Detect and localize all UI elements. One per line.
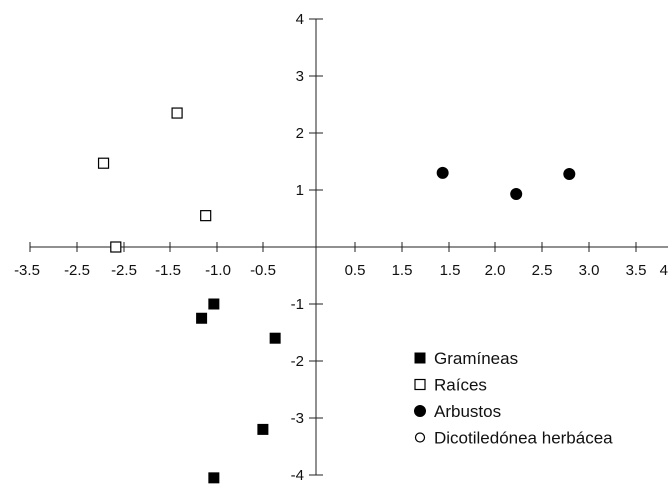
data-point (97, 157, 110, 169)
data-point (436, 166, 449, 179)
data-points (97, 107, 576, 484)
data-point (269, 332, 281, 344)
data-point (563, 168, 576, 181)
x-tick-label: -2.5 (111, 262, 137, 279)
y-tick-label: 2 (296, 125, 304, 142)
x-tick-label: 1.5 (440, 262, 461, 279)
x-tick-label: 3.0 (579, 262, 600, 279)
x-tick-label: 2.0 (485, 262, 506, 279)
legend-label: Dicotiledónea herbácea (434, 429, 613, 448)
y-tick-label: 4 (296, 11, 304, 28)
x-tick-label: -2.5 (64, 262, 90, 279)
data-point (196, 312, 208, 324)
legend-label: Gramíneas (434, 349, 518, 368)
x-tick-label: 2.5 (532, 262, 553, 279)
y-tick-label: -3 (291, 410, 304, 427)
x-tick-label: -1.5 (155, 262, 181, 279)
y-tick-label: 1 (296, 182, 304, 199)
data-point (208, 298, 220, 310)
x-tick-label: 3.5 (626, 262, 647, 279)
x-tick-label: 1.5 (392, 262, 413, 279)
x-tick-label: -3.5 (14, 262, 40, 279)
x-tick-label: -0.5 (250, 262, 276, 279)
x-tick-label: 4 (660, 262, 668, 279)
legend: Gramíneas Raíces Arbustos Dicotiledónea her… (414, 349, 613, 448)
data-point (510, 187, 523, 200)
data-point (110, 241, 122, 253)
data-point (200, 210, 212, 222)
y-tick-label: -4 (291, 467, 304, 484)
y-tick-label: -2 (291, 353, 304, 370)
data-point (171, 107, 183, 119)
legend-marker (414, 378, 426, 391)
y-ticks: 4 3 2 1 -1 -2 -3 -4 (291, 11, 323, 484)
legend-marker (414, 432, 426, 443)
legend-label: Raíces (434, 376, 487, 395)
y-tick-label: 3 (296, 68, 304, 85)
legend-label: Arbustos (434, 402, 501, 421)
x-ticks: -3.5 -2.5 -2.5 -1.5 -1.0 -0.5 0.5 1.5 1.5 2.0 2.5 3… (14, 242, 668, 279)
axes (30, 19, 668, 475)
legend-marker (414, 405, 426, 417)
data-point (257, 423, 269, 435)
legend-marker (414, 352, 426, 364)
x-tick-label: 0.5 (345, 262, 366, 279)
y-tick-label: -1 (291, 296, 304, 313)
x-tick-label: -1.0 (205, 262, 231, 279)
data-point (208, 472, 220, 484)
